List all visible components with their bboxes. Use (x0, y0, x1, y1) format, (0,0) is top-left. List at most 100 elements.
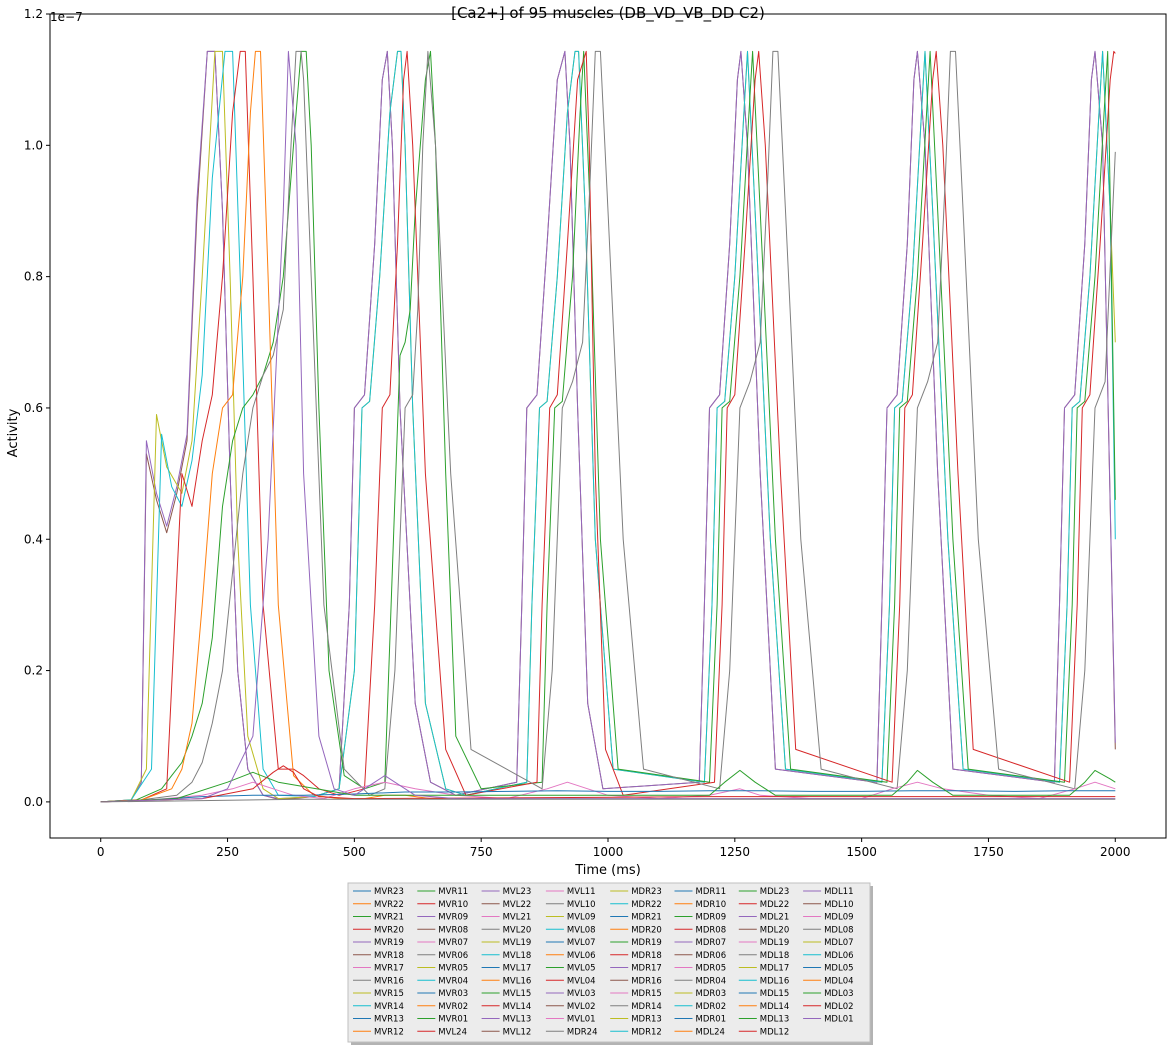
legend-label: MVR21 (374, 913, 404, 923)
legend-label: MDL18 (760, 951, 789, 961)
series-line (100, 50, 456, 803)
series-line (100, 50, 1116, 803)
legend-label: MDR16 (631, 976, 662, 986)
legend-label: MDL08 (824, 925, 853, 935)
series-line (100, 50, 1116, 803)
x-tick-label: 1000 (593, 845, 624, 859)
legend-label: MDL20 (760, 925, 789, 935)
legend-label: MDR05 (696, 964, 727, 974)
legend-label: MVR18 (374, 951, 404, 961)
x-tick-label: 250 (216, 845, 239, 859)
legend-label: MVL02 (567, 1002, 596, 1012)
legend-label: MVL23 (503, 887, 532, 897)
legend-label: MDL17 (760, 964, 789, 974)
legend-label: MDR14 (631, 1002, 662, 1012)
legend-label: MVR22 (374, 900, 404, 910)
legend-label: MVL22 (503, 900, 532, 910)
legend-label: MVR12 (374, 1027, 404, 1037)
legend-label: MVL11 (567, 887, 596, 897)
legend-label: MDL21 (760, 913, 789, 923)
legend-label: MDL12 (760, 1027, 789, 1037)
x-tick-label: 2000 (1100, 845, 1131, 859)
legend-label: MDR22 (631, 900, 662, 910)
legend-label: MVR19 (374, 938, 404, 948)
legend-box (347, 882, 871, 1043)
legend-label: MDL19 (760, 938, 789, 948)
legend-label: MVL16 (503, 976, 532, 986)
legend-label: MDL24 (696, 1027, 725, 1037)
legend-label: MDL23 (760, 887, 789, 897)
x-axis-label: Time (ms) (574, 863, 641, 878)
legend-label: MVL10 (567, 900, 596, 910)
legend-label: MDR02 (696, 1002, 727, 1012)
y-axis-label: Activity (6, 408, 21, 457)
series-line (100, 769, 1116, 803)
legend-label: MDL04 (824, 976, 853, 986)
legend-label: MDL10 (824, 900, 853, 910)
legend-label: MVR10 (438, 900, 468, 910)
series-line (100, 50, 1116, 803)
y-offset-text: 1e−7 (50, 10, 83, 24)
legend-label: MVL19 (503, 938, 532, 948)
legend-label: MDR01 (696, 1015, 727, 1025)
legend-label: MVL04 (567, 976, 596, 986)
x-tick-label: 750 (470, 845, 493, 859)
y-tick-label: 1.2 (24, 7, 43, 21)
series-line (100, 50, 1116, 803)
legend-label: MDR20 (631, 925, 662, 935)
legend-label: MDR04 (696, 976, 727, 986)
legend-label: MDR10 (696, 900, 727, 910)
legend-label: MVR03 (438, 989, 468, 999)
legend-label: MVR17 (374, 964, 404, 974)
series-line (100, 798, 1116, 803)
x-tick-label: 1750 (973, 845, 1004, 859)
legend-label: MVR14 (374, 1002, 404, 1012)
series-line (100, 50, 1116, 803)
legend-label: MDR06 (696, 951, 727, 961)
series-line (100, 50, 1116, 803)
legend-label: MVR07 (438, 938, 468, 948)
legend-label: MDR13 (631, 1015, 662, 1025)
y-tick-label: 1.0 (24, 138, 43, 152)
legend-label: MDR23 (631, 887, 662, 897)
y-tick-label: 0.8 (24, 270, 43, 284)
legend-label: MDL07 (824, 938, 853, 948)
legend-label: MDL09 (824, 913, 853, 923)
legend-label: MVR11 (438, 887, 468, 897)
legend-label: MVR15 (374, 989, 404, 999)
legend-label: MVL21 (503, 913, 532, 923)
legend-label: MDL14 (760, 1002, 789, 1012)
legend-label: MVL07 (567, 938, 596, 948)
legend-label: MDL06 (824, 951, 853, 961)
legend-label: MVL03 (567, 989, 596, 999)
x-tick-label: 1500 (846, 845, 877, 859)
legend-label: MVL20 (503, 925, 532, 935)
legend-label: MVR20 (374, 925, 404, 935)
legend-label: MDL01 (824, 1015, 853, 1025)
legend-label: MVR16 (374, 976, 404, 986)
legend-label: MDR15 (631, 989, 662, 999)
y-axis: 0.0 0.2 0.4 0.6 0.8 1.0 1.2 (24, 7, 50, 809)
legend-label: MDR17 (631, 964, 662, 974)
legend-label: MDR08 (696, 925, 727, 935)
legend-label: MVL05 (567, 964, 596, 974)
legend-label: MDR07 (696, 938, 727, 948)
legend-label: MDR24 (567, 1027, 598, 1037)
legend-label: MVR04 (438, 976, 468, 986)
legend-label: MVL06 (567, 951, 596, 961)
legend-label: MVL09 (567, 913, 596, 923)
legend-label: MVL08 (567, 925, 596, 935)
x-tick-label: 1250 (720, 845, 751, 859)
legend-label: MVL14 (503, 1002, 532, 1012)
legend-label: MDL16 (760, 976, 789, 986)
legend-label: MVL01 (567, 1015, 596, 1025)
legend-label: MDL13 (760, 1015, 789, 1025)
legend-label: MDR09 (696, 913, 727, 923)
legend: MVR23 MVR22 MVR21 MVR20 MVR19 MVR18 MVR17 MVR16… (347, 882, 873, 1045)
legend-label: MVR13 (374, 1015, 404, 1025)
legend-label: MVL13 (503, 1015, 532, 1025)
y-tick-label: 0.2 (24, 664, 43, 678)
y-tick-label: 0.0 (24, 795, 43, 809)
legend-label: MVL12 (503, 1027, 532, 1037)
